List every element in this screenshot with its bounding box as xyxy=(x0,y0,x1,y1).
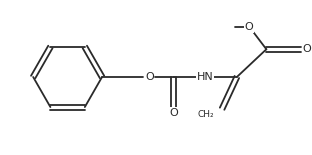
Text: CH₂: CH₂ xyxy=(197,110,214,119)
Text: O: O xyxy=(169,108,178,118)
Text: O: O xyxy=(302,44,311,54)
Text: HN: HN xyxy=(197,72,214,82)
Text: O: O xyxy=(145,72,154,82)
Text: O: O xyxy=(244,22,253,32)
